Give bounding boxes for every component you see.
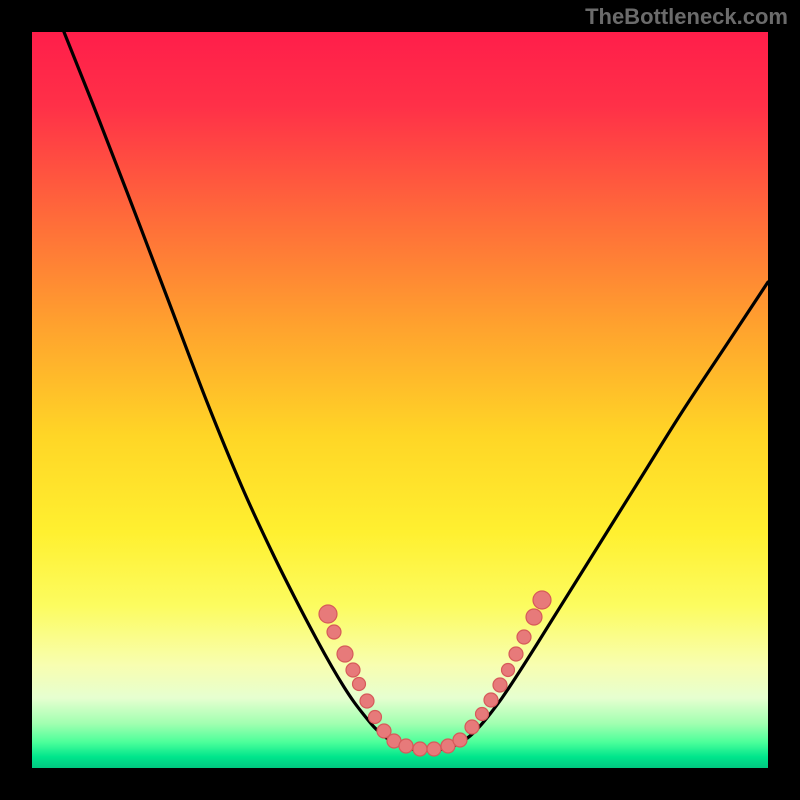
data-marker xyxy=(353,678,366,691)
data-marker xyxy=(465,720,479,734)
data-marker xyxy=(399,739,413,753)
watermark-text: TheBottleneck.com xyxy=(585,4,788,30)
data-marker xyxy=(517,630,531,644)
chart-svg xyxy=(32,32,768,768)
data-marker xyxy=(360,694,374,708)
data-marker xyxy=(319,605,337,623)
data-marker xyxy=(509,647,523,661)
data-marker xyxy=(346,663,360,677)
gradient-background xyxy=(32,32,768,768)
data-marker xyxy=(369,711,382,724)
data-marker xyxy=(337,646,353,662)
data-marker xyxy=(526,609,542,625)
data-marker xyxy=(533,591,551,609)
data-marker xyxy=(413,742,427,756)
data-marker xyxy=(502,664,515,677)
plot-area xyxy=(32,32,768,768)
data-marker xyxy=(327,625,341,639)
data-marker xyxy=(427,742,441,756)
data-marker xyxy=(484,693,498,707)
data-marker xyxy=(453,733,467,747)
data-marker xyxy=(476,708,489,721)
chart-container: TheBottleneck.com xyxy=(0,0,800,800)
data-marker xyxy=(493,678,507,692)
